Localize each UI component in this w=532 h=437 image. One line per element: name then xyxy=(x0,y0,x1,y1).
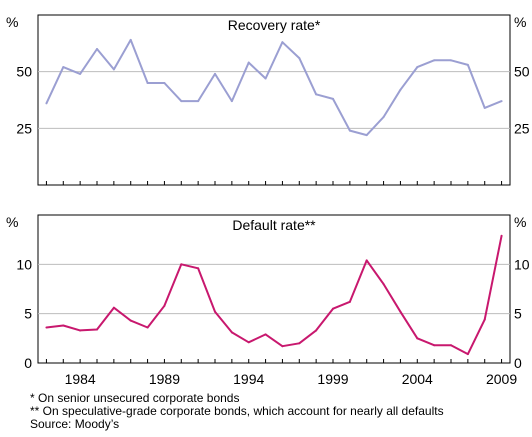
default-ytick-left: 0 xyxy=(24,355,32,371)
recovery-point-1998 xyxy=(315,93,318,96)
recovery-point-2004 xyxy=(416,66,419,69)
recovery-point-2003 xyxy=(399,88,402,91)
recovery-frame xyxy=(37,14,511,186)
default-point-2008 xyxy=(483,318,486,321)
default-point-2003 xyxy=(399,310,402,313)
recovery-point-1982 xyxy=(45,102,48,105)
recovery-point-1984 xyxy=(79,72,82,75)
recovery-point-1983 xyxy=(62,66,65,69)
default-point-1984 xyxy=(79,329,82,332)
default-ytick-right: 10 xyxy=(514,256,530,272)
recovery-point-1990 xyxy=(180,100,183,103)
default-point-2007 xyxy=(466,353,469,356)
recovery-point-1999 xyxy=(332,97,334,100)
recovery-point-1987 xyxy=(129,38,132,41)
default-ytick-left: 10 xyxy=(16,256,32,272)
default-point-1993 xyxy=(230,331,233,334)
default-ytick-left: 5 xyxy=(24,306,32,322)
default-frame xyxy=(37,214,511,364)
recovery-unit-right: % xyxy=(514,14,526,30)
recovery-point-1994 xyxy=(247,61,250,64)
default-point-2009 xyxy=(500,234,503,237)
default-unit-left: % xyxy=(6,214,18,230)
default-point-1999 xyxy=(332,307,334,310)
default-point-1994 xyxy=(247,341,250,344)
default-point-2002 xyxy=(382,283,385,286)
recovery-rate-panel: 25 25 50 50% % Recovery rate* xyxy=(6,14,530,186)
recovery-point-2001 xyxy=(365,134,368,137)
recovery-point-2007 xyxy=(466,63,469,66)
x-tick-label-1984: 1984 xyxy=(65,371,96,387)
recovery-series-line xyxy=(45,38,502,137)
x-tick-label-1989: 1989 xyxy=(149,371,180,387)
default-point-1996 xyxy=(281,345,284,348)
recovery-point-2009 xyxy=(500,100,503,103)
recovery-point-1988 xyxy=(146,82,149,84)
recovery-point-1986 xyxy=(112,68,115,71)
x-axis: 1984 1989 1994 1999 2004 2009 xyxy=(65,371,518,387)
x-tick-label-1994: 1994 xyxy=(233,371,264,387)
recovery-point-2005 xyxy=(433,59,436,62)
default-unit-right: % xyxy=(514,214,526,230)
default-point-1988 xyxy=(146,326,149,329)
recovery-point-1991 xyxy=(197,100,200,103)
default-point-1982 xyxy=(45,326,48,329)
default-rate-panel: 0 0 5 5 10 10% % Default rate** xyxy=(6,214,530,371)
recovery-point-2008 xyxy=(483,106,486,109)
default-point-1985 xyxy=(96,328,98,331)
recovery-point-2002 xyxy=(382,116,385,118)
default-ytick-right: 0 xyxy=(514,355,522,371)
x-tick-label-2004: 2004 xyxy=(402,371,433,387)
recovery-point-1995 xyxy=(264,77,267,80)
default-series-line xyxy=(46,235,503,356)
default-point-2004 xyxy=(416,337,419,340)
recovery-ytick-left: 50 xyxy=(16,64,32,80)
default-point-2000 xyxy=(348,300,351,303)
footnote-recovery: * On senior unsecured corporate bonds xyxy=(30,391,240,405)
recovery-point-2000 xyxy=(348,129,351,132)
recovery-point-1997 xyxy=(298,57,301,60)
recovery-ytick-right: 25 xyxy=(514,120,530,136)
default-point-1995 xyxy=(264,333,267,336)
footnotes: * On senior unsecured corporate bonds **… xyxy=(30,392,444,431)
recovery-point-1992 xyxy=(214,72,216,75)
default-point-1991 xyxy=(197,267,200,270)
recovery-point-2006 xyxy=(450,59,452,62)
default-point-2005 xyxy=(433,344,436,347)
source-note: Source: Moody’s xyxy=(30,417,120,431)
default-point-2006 xyxy=(450,344,452,347)
recovery-ytick-left: 25 xyxy=(16,120,32,136)
footnote-default: ** On speculative-grade corporate bonds,… xyxy=(30,404,444,418)
default-point-1989 xyxy=(163,304,166,307)
default-point-1997 xyxy=(298,342,301,345)
recovery-point-1996 xyxy=(281,41,284,44)
default-point-1990 xyxy=(180,263,183,266)
default-point-1992 xyxy=(214,310,216,313)
recovery-point-1993 xyxy=(230,100,233,103)
default-point-1998 xyxy=(315,329,318,332)
recovery-title: Recovery rate* xyxy=(228,17,321,33)
x-tick-label-2009: 2009 xyxy=(486,371,517,387)
x-tick-label-1999: 1999 xyxy=(317,371,348,387)
recovery-unit-left: % xyxy=(6,14,18,30)
default-point-2001 xyxy=(365,259,368,262)
default-title: Default rate** xyxy=(232,217,316,233)
recovery-point-1985 xyxy=(96,48,98,50)
default-point-1983 xyxy=(62,324,65,327)
default-point-1987 xyxy=(129,319,132,322)
recovery-point-1989 xyxy=(163,82,166,84)
recovery-ytick-right: 50 xyxy=(514,64,530,80)
default-ytick-right: 5 xyxy=(514,306,522,322)
default-point-1986 xyxy=(112,306,115,309)
